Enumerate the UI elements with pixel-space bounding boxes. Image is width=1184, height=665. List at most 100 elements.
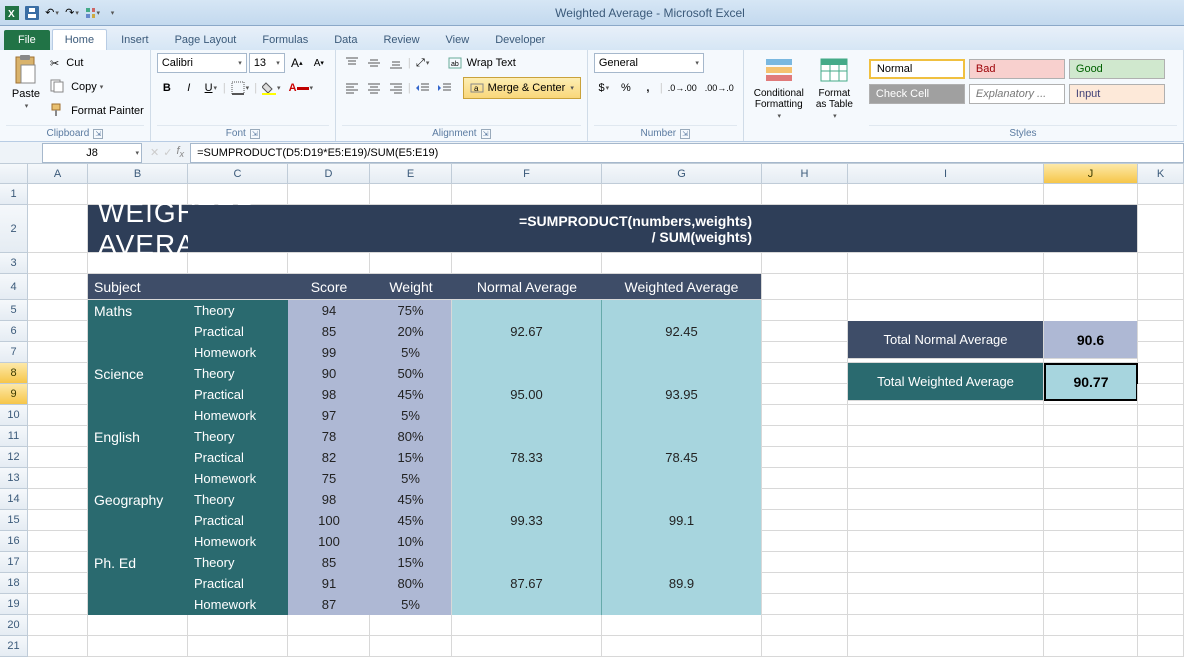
cell[interactable]: [1138, 510, 1184, 531]
col-header[interactable]: A: [28, 164, 88, 183]
font-size-combo[interactable]: 13▾: [249, 53, 285, 73]
cell[interactable]: 75%: [370, 300, 452, 321]
cell[interactable]: [28, 342, 88, 363]
cell[interactable]: 5%: [370, 594, 452, 615]
cell[interactable]: [28, 594, 88, 615]
cell[interactable]: [762, 636, 848, 657]
cell[interactable]: [762, 184, 848, 205]
cell[interactable]: [848, 253, 1044, 274]
format-as-table-button[interactable]: Format as Table▾: [812, 52, 857, 122]
cell[interactable]: 45%: [370, 510, 452, 531]
cell[interactable]: [452, 253, 602, 274]
tab-developer[interactable]: Developer: [483, 30, 557, 50]
cell[interactable]: [1044, 447, 1138, 468]
cell[interactable]: [848, 447, 1044, 468]
cell[interactable]: Ph. Ed: [88, 552, 188, 573]
cell[interactable]: [28, 321, 88, 342]
cell[interactable]: [1044, 531, 1138, 552]
cell[interactable]: Science: [88, 363, 188, 384]
cell[interactable]: [848, 615, 1044, 636]
underline-button[interactable]: U▾: [201, 78, 221, 98]
cell[interactable]: [288, 205, 370, 253]
cell[interactable]: [1044, 342, 1138, 363]
cell[interactable]: Practical: [188, 510, 288, 531]
cell[interactable]: [1044, 615, 1138, 636]
cell[interactable]: Theory: [188, 552, 288, 573]
cell[interactable]: [452, 552, 602, 573]
cell[interactable]: [88, 531, 188, 552]
cell[interactable]: [1138, 184, 1184, 205]
cell[interactable]: [762, 342, 848, 363]
cell[interactable]: 98: [288, 489, 370, 510]
cell[interactable]: 95.00: [452, 384, 602, 405]
cell[interactable]: 92.45: [602, 321, 762, 342]
row-header[interactable]: 21: [0, 636, 28, 657]
font-color-button[interactable]: A▾: [286, 78, 316, 98]
row-header[interactable]: 19: [0, 594, 28, 615]
cell[interactable]: [848, 531, 1044, 552]
decrease-decimal-button[interactable]: .00→.0: [702, 78, 737, 98]
cell[interactable]: [848, 573, 1044, 594]
cell[interactable]: [28, 405, 88, 426]
comma-button[interactable]: ,: [638, 78, 658, 98]
cell[interactable]: 98: [288, 384, 370, 405]
cell[interactable]: [88, 405, 188, 426]
cell[interactable]: [602, 468, 762, 489]
cell[interactable]: [88, 636, 188, 657]
tab-file[interactable]: File: [4, 30, 50, 50]
row-header[interactable]: 20: [0, 615, 28, 636]
col-header[interactable]: B: [88, 164, 188, 183]
col-header[interactable]: E: [370, 164, 452, 183]
cell[interactable]: English: [88, 426, 188, 447]
select-all-corner[interactable]: [0, 164, 28, 183]
cell[interactable]: 89.9: [602, 573, 762, 594]
cell[interactable]: [602, 531, 762, 552]
cell[interactable]: 90: [288, 363, 370, 384]
cell[interactable]: [1044, 594, 1138, 615]
cell[interactable]: [28, 253, 88, 274]
cell[interactable]: Homework: [188, 594, 288, 615]
cell[interactable]: Practical: [188, 321, 288, 342]
cell[interactable]: 5%: [370, 468, 452, 489]
row-header[interactable]: 2: [0, 205, 28, 253]
cell[interactable]: [1138, 274, 1184, 300]
cell[interactable]: 15%: [370, 552, 452, 573]
cell[interactable]: [1138, 426, 1184, 447]
cell[interactable]: Homework: [188, 405, 288, 426]
row-header[interactable]: 4: [0, 274, 28, 300]
cell[interactable]: [1138, 321, 1184, 342]
row-header[interactable]: 10: [0, 405, 28, 426]
cell[interactable]: [1138, 447, 1184, 468]
cell[interactable]: Weight: [370, 274, 452, 300]
cell[interactable]: 97: [288, 405, 370, 426]
cell[interactable]: [452, 363, 602, 384]
cell[interactable]: Practical: [188, 573, 288, 594]
bold-button[interactable]: B: [157, 78, 177, 98]
cell[interactable]: [762, 363, 848, 384]
cell[interactable]: 10%: [370, 531, 452, 552]
cell[interactable]: [762, 300, 848, 321]
cell[interactable]: [88, 321, 188, 342]
cell[interactable]: Practical: [188, 447, 288, 468]
cell[interactable]: [1138, 363, 1184, 384]
row-header[interactable]: 12: [0, 447, 28, 468]
cell[interactable]: [602, 426, 762, 447]
style-normal[interactable]: Normal: [869, 59, 965, 79]
redo-icon[interactable]: ↷▾: [64, 5, 80, 21]
cell[interactable]: [370, 253, 452, 274]
cell[interactable]: [28, 636, 88, 657]
cell[interactable]: [848, 510, 1044, 531]
cell[interactable]: [28, 300, 88, 321]
col-header[interactable]: H: [762, 164, 848, 183]
cell[interactable]: [88, 384, 188, 405]
cell[interactable]: 20%: [370, 321, 452, 342]
fill-color-button[interactable]: ▾: [259, 78, 284, 98]
cell[interactable]: [762, 274, 848, 300]
fx-icon[interactable]: fx: [176, 145, 184, 159]
cell[interactable]: [1138, 384, 1184, 405]
cell[interactable]: [452, 531, 602, 552]
cell[interactable]: 99: [288, 342, 370, 363]
cell[interactable]: Homework: [188, 342, 288, 363]
align-top-button[interactable]: [342, 53, 362, 73]
cell[interactable]: [188, 253, 288, 274]
